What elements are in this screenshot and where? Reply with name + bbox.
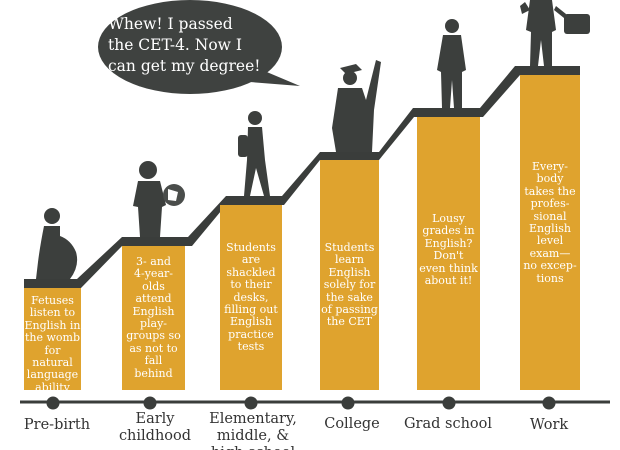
stage-label-grad-school: Grad school	[403, 416, 493, 432]
stage-bar-pre-birth: Fetuses listen to English in the womb fo…	[24, 288, 81, 394]
timeline-dot	[143, 396, 157, 410]
stage-bar-college: Students learn English solely for the sa…	[320, 160, 379, 390]
timeline-dot	[244, 396, 258, 410]
stage-bar-early-childhood: 3- and 4-year- olds attend English play-…	[122, 246, 185, 390]
stage-bar-grad-school: Lousy grades in English? Don't even thin…	[417, 117, 480, 390]
speech-bubble	[98, 0, 300, 94]
stage-label-work: Work	[529, 417, 569, 433]
stage-description: Fetuses listen to English in the womb fo…	[24, 294, 81, 394]
timeline-dot	[341, 396, 355, 410]
stage-label-early-childhood: Early childhood	[118, 411, 192, 444]
staircase-band	[24, 66, 580, 288]
stage-description: 3- and 4-year- olds attend English play-…	[126, 255, 181, 380]
stage-description: Students learn English solely for the sa…	[321, 241, 378, 329]
timeline-dot	[442, 396, 456, 410]
stage-description: Lousy grades in English? Don't even thin…	[419, 212, 478, 288]
businessman-with-briefcase-silhouette-icon	[520, 0, 590, 66]
stage-label-school: Elementary, middle, & high school	[209, 411, 297, 450]
timeline-dot	[542, 396, 556, 410]
standing-man-silhouette-icon	[437, 19, 466, 108]
stage-label-college: College	[324, 416, 380, 432]
stage-description: Students are shackled to their desks, fi…	[224, 241, 278, 354]
graduate-silhouette-icon	[332, 60, 381, 152]
stage-bar-work: Every- body takes the profes- sional Eng…	[520, 75, 580, 390]
pregnant-woman-silhouette-icon	[36, 208, 78, 279]
speech-bubble-text: Whew! I passed the CET-4. Now I can get …	[108, 15, 261, 75]
student-with-backpack-silhouette-icon	[238, 111, 270, 196]
stage-label-pre-birth: Pre-birth	[23, 417, 91, 433]
stage-bar-school: Students are shackled to their desks, fi…	[220, 205, 282, 390]
timeline-dot	[46, 396, 60, 410]
stage-description: Every- body takes the profes- sional Eng…	[523, 160, 577, 285]
child-with-ball-silhouette-icon	[133, 161, 185, 237]
